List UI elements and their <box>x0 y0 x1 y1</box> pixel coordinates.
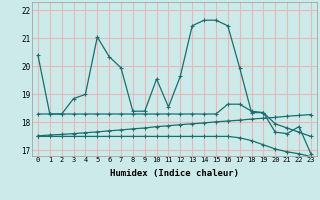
X-axis label: Humidex (Indice chaleur): Humidex (Indice chaleur) <box>110 169 239 178</box>
